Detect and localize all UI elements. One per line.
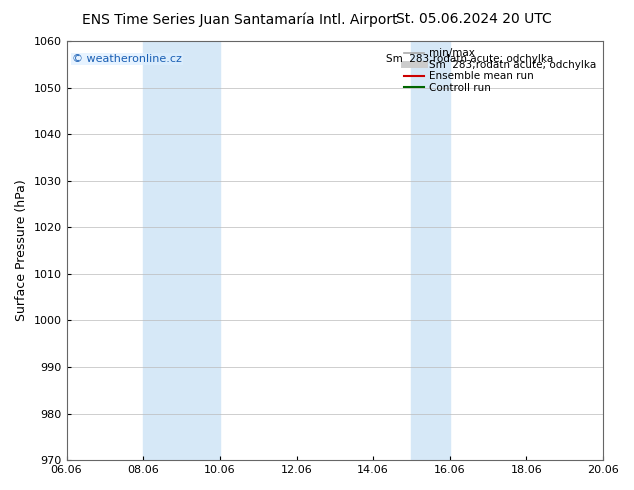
Text: ENS Time Series Juan Santamaría Intl. Airport: ENS Time Series Juan Santamaría Intl. Ai… (82, 12, 398, 27)
Text: Sm  283;rodatn acute; odchylka: Sm 283;rodatn acute; odchylka (386, 53, 553, 64)
Text: © weatheronline.cz: © weatheronline.cz (72, 53, 182, 64)
Y-axis label: Surface Pressure (hPa): Surface Pressure (hPa) (15, 180, 28, 321)
Legend: min/max, Sm  283;rodatn acute; odchylka, Ensemble mean run, Controll run: min/max, Sm 283;rodatn acute; odchylka, … (401, 46, 598, 95)
Bar (143, 41, 220, 460)
Text: St. 05.06.2024 20 UTC: St. 05.06.2024 20 UTC (396, 12, 552, 26)
Bar (411, 41, 450, 460)
